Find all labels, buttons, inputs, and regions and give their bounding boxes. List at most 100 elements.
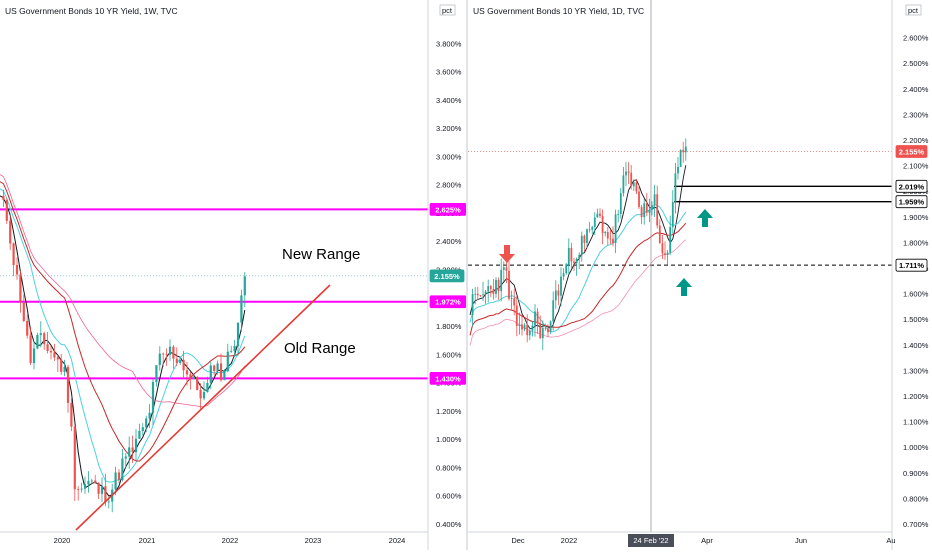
candle-body — [230, 350, 233, 352]
candle-body — [240, 295, 243, 323]
candle-body — [219, 363, 223, 381]
candle-body — [648, 209, 651, 213]
candle-body — [536, 311, 539, 324]
weekly-y-tick-label: 1.800% — [436, 322, 462, 331]
daily-y-tick-label: 2.600% — [903, 34, 929, 43]
daily-y-tick-label: 1.500% — [903, 315, 929, 324]
candle-body — [199, 390, 202, 399]
candle-body — [73, 426, 76, 490]
candle-body — [500, 269, 503, 292]
candle-body — [523, 324, 526, 330]
candle-body — [539, 323, 542, 339]
candle-body — [560, 276, 562, 296]
daily-y-tick-label: 1.400% — [903, 341, 929, 350]
candle-body — [515, 305, 518, 326]
weekly-y-tick-label: 0.800% — [436, 463, 462, 472]
daily-y-tick-label: 1.200% — [903, 392, 929, 401]
candle-body — [497, 279, 500, 292]
candle-body — [593, 217, 596, 227]
candle-body — [189, 374, 192, 380]
candle-body — [552, 300, 555, 322]
daily-y-tick-label: 2.100% — [903, 162, 929, 171]
weekly-y-tick-label: 3.200% — [436, 124, 462, 133]
candle-body — [114, 472, 117, 490]
daily-y-tick-label: 1.900% — [903, 213, 929, 222]
candle-body — [604, 231, 607, 234]
candle-body — [489, 286, 492, 290]
weekly-y-tick-label: 1.200% — [436, 407, 462, 416]
green-up-arrow-icon — [697, 209, 713, 227]
candle-body — [677, 166, 679, 174]
candle-body — [243, 276, 246, 296]
daily-y-tick-label: 1.800% — [903, 238, 929, 247]
candle-body — [179, 359, 182, 363]
candle-body — [664, 253, 666, 255]
weekly-x-tick-label: 2020 — [54, 536, 71, 545]
candle-body — [87, 480, 90, 485]
candle-body — [627, 171, 630, 173]
candle-body — [32, 348, 36, 364]
candle-body — [508, 270, 510, 299]
weekly-y-tick-label: 3.400% — [436, 96, 462, 105]
candle-body — [479, 295, 482, 296]
candle-body — [528, 330, 531, 336]
candle-body — [505, 267, 508, 271]
weekly-level-label: 1.972% — [435, 298, 461, 307]
candle-body — [206, 383, 209, 393]
candle-body — [492, 289, 495, 294]
candle-body — [77, 489, 80, 491]
candle-body — [29, 335, 32, 364]
daily-ma-long — [469, 239, 687, 346]
candle-body — [94, 480, 97, 483]
candle-body — [487, 286, 490, 292]
candle-body — [606, 231, 609, 239]
weekly-y-tick-label: 3.600% — [436, 68, 462, 77]
weekly-pct-badge[interactable]: pct — [442, 6, 453, 15]
daily-y-tick-label: 2.400% — [903, 85, 929, 94]
candle-body — [671, 202, 674, 227]
candle-body — [638, 191, 640, 208]
candle-body — [209, 365, 212, 384]
candle-body — [495, 279, 497, 294]
candle-body — [12, 243, 15, 265]
weekly-x-tick-label: 2024 — [389, 536, 406, 545]
candle-body — [202, 392, 206, 399]
daily-y-tick-label: 2.500% — [903, 59, 929, 68]
weekly-last-price-label-bg — [429, 269, 465, 283]
candle-body — [56, 357, 59, 360]
weekly-chart-pane: 3.800%3.600%3.400%3.200%3.000%2.800%2.60… — [0, 0, 467, 550]
candle-body — [502, 267, 505, 270]
daily-chart-title: US Government Bonds 10 YR Yield, 1D, TVC — [473, 6, 644, 16]
weekly-last-price-label: 2.155% — [434, 272, 460, 281]
candle-body — [562, 273, 565, 277]
candle-body — [155, 365, 158, 383]
daily-y-tick-label: 1.100% — [903, 418, 929, 427]
candle-body — [643, 203, 646, 218]
candle-body — [216, 363, 219, 371]
candle-body — [53, 352, 56, 358]
daily-x-tick-label: Jun — [795, 536, 807, 545]
annotation-new-range: New Range — [282, 246, 360, 263]
daily-x-tick-label: 2022 — [561, 536, 578, 545]
daily-x-tick-label: Apr — [701, 536, 713, 545]
candle-body — [653, 194, 656, 206]
daily-pct-badge-box — [905, 4, 922, 16]
candle-body — [100, 486, 104, 494]
crosshair-date-badge — [628, 534, 674, 547]
candle-body — [121, 458, 124, 480]
candle-body — [107, 501, 110, 503]
candle-body — [226, 351, 229, 372]
candle-body — [614, 214, 617, 243]
candle-body — [43, 333, 46, 345]
candle-body — [557, 290, 560, 296]
candle-body — [544, 327, 547, 329]
daily-y-tick-label: 2.300% — [903, 110, 929, 119]
candle-body — [658, 225, 661, 244]
daily-level-label-bg — [895, 258, 928, 272]
candle-body — [599, 213, 601, 216]
candle-body — [679, 149, 682, 167]
candle-body — [565, 264, 568, 274]
daily-pct-badge[interactable]: pct — [908, 6, 919, 15]
candle-body — [168, 346, 172, 355]
